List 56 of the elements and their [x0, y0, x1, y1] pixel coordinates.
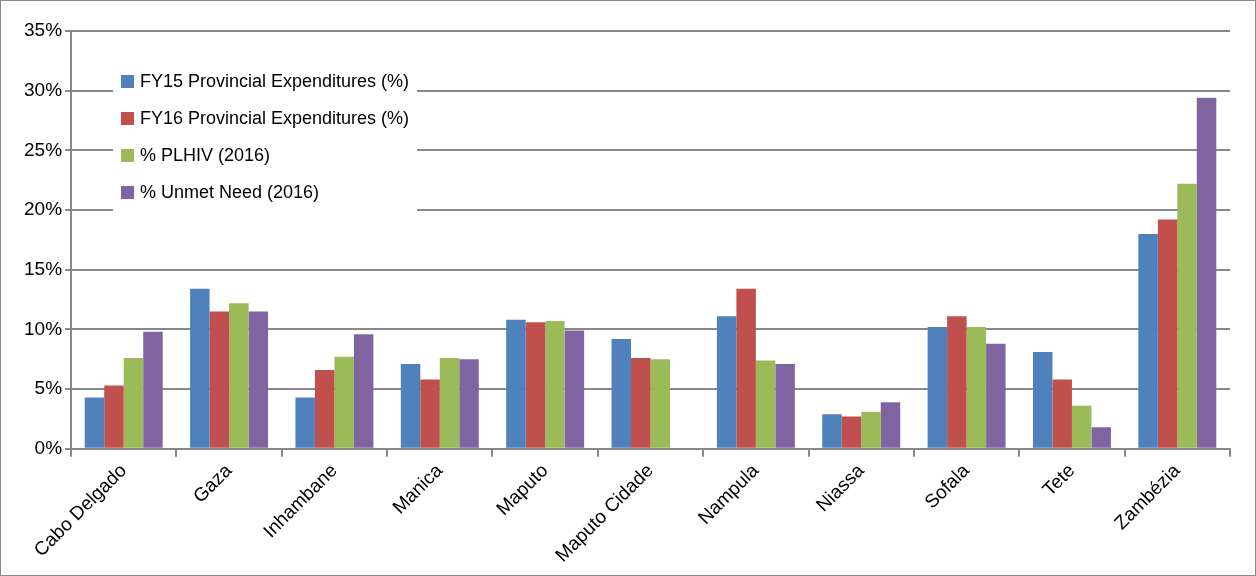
- bar: [400, 364, 421, 448]
- bar: [650, 359, 671, 448]
- x-tick-label: Tete: [1038, 459, 1079, 500]
- bar: [314, 369, 335, 448]
- legend-label: % PLHIV (2016): [140, 145, 271, 166]
- bar: [334, 356, 354, 448]
- bar: [190, 288, 210, 448]
- bar: [1052, 379, 1072, 448]
- bar: [123, 358, 144, 448]
- y-tick-label: 20%: [24, 198, 63, 220]
- bar: [143, 331, 163, 448]
- bar: [439, 358, 460, 448]
- bar: [420, 379, 440, 448]
- bar: [104, 385, 124, 448]
- bar: [611, 338, 632, 448]
- bar: [295, 397, 315, 448]
- bar: [880, 402, 901, 448]
- bar: [736, 288, 756, 448]
- y-tick-label: 15%: [24, 257, 63, 279]
- y-tick-label: 5%: [34, 377, 63, 399]
- bar: [1091, 427, 1111, 448]
- y-tick-label: 10%: [24, 317, 63, 339]
- bar: [1032, 352, 1053, 448]
- bar: [564, 330, 585, 448]
- bar: [506, 319, 526, 448]
- bar: [966, 327, 987, 448]
- bar: [209, 311, 230, 448]
- bar: [927, 327, 948, 448]
- bar: [1177, 183, 1197, 448]
- bar: [248, 311, 269, 448]
- bar: [1157, 219, 1178, 448]
- bar: [716, 316, 737, 448]
- bar: [841, 416, 862, 448]
- bar: [545, 321, 565, 448]
- y-tick-label: 25%: [24, 138, 63, 160]
- legend-label: FY15 Provincial Expenditures (%): [140, 71, 410, 92]
- bar: [229, 303, 249, 448]
- y-tick-label: 35%: [24, 19, 63, 41]
- bar: [822, 414, 842, 448]
- bar: [1071, 405, 1092, 448]
- bar: [755, 360, 776, 448]
- y-tick-label: 0%: [34, 436, 63, 458]
- bar: [353, 334, 374, 448]
- bar: [459, 359, 479, 448]
- legend-label: FY16 Provincial Expenditures (%): [140, 108, 410, 129]
- y-tick-label: 30%: [24, 78, 63, 100]
- bar: [1138, 233, 1158, 448]
- legend-label: % Unmet Need (2016): [140, 182, 320, 203]
- bar: [775, 364, 795, 448]
- bar: [947, 316, 967, 448]
- bar: [525, 322, 546, 448]
- bar: [84, 397, 105, 448]
- bar: [631, 358, 651, 448]
- bar: [986, 343, 1006, 448]
- bar: [861, 411, 881, 448]
- bar: [1196, 97, 1217, 448]
